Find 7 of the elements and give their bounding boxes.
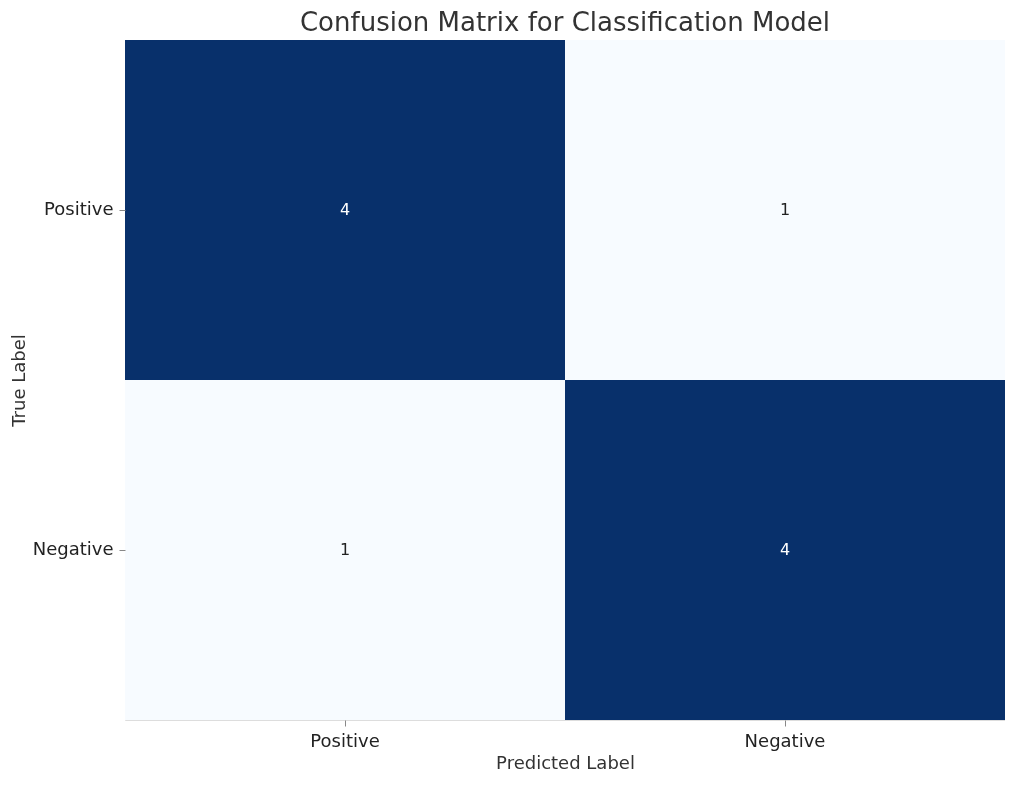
data-label: 4 bbox=[779, 540, 791, 559]
y-axis-title: True Label bbox=[7, 334, 29, 428]
data-label: 1 bbox=[779, 200, 791, 219]
chart-title: Confusion Matrix for Classification Model bbox=[299, 7, 831, 37]
data-label: 1 bbox=[339, 540, 351, 559]
data-label: 4 bbox=[339, 200, 351, 219]
x-axis-title: Predicted Label bbox=[496, 751, 635, 773]
